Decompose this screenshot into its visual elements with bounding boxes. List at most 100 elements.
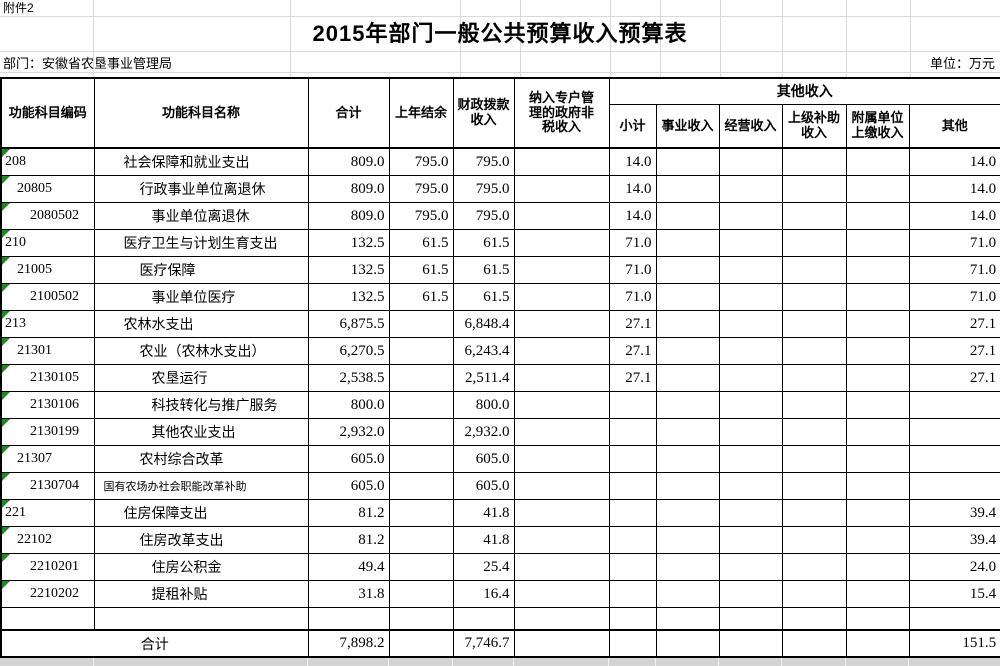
other-cell[interactable]: 39.4 [908, 499, 1000, 527]
header-prev-year[interactable]: 上年结余 [388, 77, 454, 149]
subtotal-cell[interactable] [608, 391, 657, 419]
prev-year-cell[interactable] [388, 445, 454, 473]
business-income-cell[interactable] [655, 445, 720, 473]
total-cell[interactable]: 132.5 [307, 256, 390, 284]
subtotal-cell[interactable] [608, 607, 657, 631]
fiscal-cell[interactable]: 2,932.0 [452, 418, 515, 446]
fiscal-cell[interactable]: 25.4 [452, 553, 515, 581]
subtotal-cell[interactable]: 27.1 [608, 310, 657, 338]
subtotal-cell[interactable] [608, 526, 657, 554]
fiscal-cell[interactable]: 61.5 [452, 256, 515, 284]
code-cell[interactable]: 213 [0, 310, 95, 338]
prev-year-cell[interactable] [388, 364, 454, 392]
total-cell[interactable]: 605.0 [307, 445, 390, 473]
other-cell[interactable]: 15.4 [908, 580, 1000, 608]
nontax-cell[interactable] [513, 283, 610, 311]
name-cell[interactable]: 事业单位离退休 [93, 202, 309, 230]
nontax-cell[interactable] [513, 580, 610, 608]
other-cell[interactable]: 71.0 [908, 256, 1000, 284]
name-cell[interactable]: 住房改革支出 [93, 526, 309, 554]
other-cell[interactable] [908, 391, 1000, 419]
other-cell[interactable]: 71.0 [908, 229, 1000, 257]
operating-income-cell[interactable] [718, 526, 783, 554]
subsidy-cell[interactable] [781, 472, 847, 500]
name-cell[interactable]: 住房公积金 [93, 553, 309, 581]
subsidy-cell[interactable] [781, 202, 847, 230]
affiliated-cell[interactable] [845, 445, 910, 473]
operating-income-cell[interactable] [718, 445, 783, 473]
affiliated-cell[interactable] [845, 629, 910, 658]
subtotal-cell[interactable]: 27.1 [608, 364, 657, 392]
name-cell[interactable]: 行政事业单位离退休 [93, 175, 309, 203]
code-cell[interactable] [0, 607, 95, 631]
subsidy-cell[interactable] [781, 364, 847, 392]
affiliated-cell[interactable] [845, 553, 910, 581]
fiscal-cell[interactable]: 16.4 [452, 580, 515, 608]
total-label-cell[interactable]: 合计 [0, 629, 309, 658]
total-cell[interactable]: 2,538.5 [307, 364, 390, 392]
operating-income-cell[interactable] [718, 629, 783, 658]
code-cell[interactable]: 21301 [0, 337, 95, 365]
affiliated-cell[interactable] [845, 526, 910, 554]
subsidy-cell[interactable] [781, 310, 847, 338]
subtotal-cell[interactable]: 14.0 [608, 175, 657, 203]
affiliated-cell[interactable] [845, 499, 910, 527]
prev-year-cell[interactable] [388, 553, 454, 581]
subsidy-cell[interactable] [781, 499, 847, 527]
header-superior-subsidy[interactable]: 上级补助 收入 [781, 104, 847, 149]
nontax-cell[interactable] [513, 472, 610, 500]
header-fiscal[interactable]: 财政拨款 收入 [452, 77, 515, 149]
subtotal-cell[interactable]: 71.0 [608, 283, 657, 311]
name-cell[interactable]: 医疗卫生与计划生育支出 [93, 229, 309, 257]
code-cell[interactable]: 2210202 [0, 580, 95, 608]
subtotal-cell[interactable]: 14.0 [608, 202, 657, 230]
nontax-cell[interactable] [513, 445, 610, 473]
other-cell[interactable]: 27.1 [908, 364, 1000, 392]
total-cell[interactable]: 81.2 [307, 526, 390, 554]
nontax-cell[interactable] [513, 229, 610, 257]
code-cell[interactable]: 2130105 [0, 364, 95, 392]
total-cell[interactable]: 132.5 [307, 229, 390, 257]
affiliated-cell[interactable] [845, 418, 910, 446]
code-cell[interactable]: 2130106 [0, 391, 95, 419]
operating-income-cell[interactable] [718, 499, 783, 527]
total-cell[interactable]: 809.0 [307, 202, 390, 230]
other-cell[interactable]: 14.0 [908, 202, 1000, 230]
fiscal-cell[interactable]: 41.8 [452, 499, 515, 527]
name-cell[interactable]: 住房保障支出 [93, 499, 309, 527]
name-cell[interactable]: 事业单位医疗 [93, 283, 309, 311]
affiliated-cell[interactable] [845, 283, 910, 311]
nontax-cell[interactable] [513, 418, 610, 446]
header-subtotal[interactable]: 小计 [608, 104, 657, 149]
code-cell[interactable]: 21005 [0, 256, 95, 284]
subsidy-cell[interactable] [781, 175, 847, 203]
prev-year-cell[interactable]: 61.5 [388, 229, 454, 257]
name-cell[interactable]: 农业（农林水支出） [93, 337, 309, 365]
code-cell[interactable]: 210 [0, 229, 95, 257]
total-cell[interactable]: 31.8 [307, 580, 390, 608]
business-income-cell[interactable] [655, 607, 720, 631]
fiscal-cell[interactable]: 61.5 [452, 229, 515, 257]
business-income-cell[interactable] [655, 256, 720, 284]
nontax-cell[interactable] [513, 364, 610, 392]
subsidy-cell[interactable] [781, 229, 847, 257]
nontax-cell[interactable] [513, 391, 610, 419]
fiscal-cell[interactable]: 795.0 [452, 147, 515, 176]
prev-year-cell[interactable]: 795.0 [388, 202, 454, 230]
affiliated-cell[interactable] [845, 256, 910, 284]
business-income-cell[interactable] [655, 310, 720, 338]
prev-year-cell[interactable]: 61.5 [388, 256, 454, 284]
nontax-cell[interactable] [513, 553, 610, 581]
business-income-cell[interactable] [655, 391, 720, 419]
affiliated-cell[interactable] [845, 229, 910, 257]
prev-year-cell[interactable] [388, 337, 454, 365]
operating-income-cell[interactable] [718, 580, 783, 608]
header-operating-income[interactable]: 经营收入 [718, 104, 783, 149]
code-cell[interactable]: 2130199 [0, 418, 95, 446]
operating-income-cell[interactable] [718, 283, 783, 311]
operating-income-cell[interactable] [718, 337, 783, 365]
nontax-cell[interactable] [513, 526, 610, 554]
other-cell[interactable] [908, 607, 1000, 631]
fiscal-cell[interactable]: 6,243.4 [452, 337, 515, 365]
subtotal-cell[interactable]: 27.1 [608, 337, 657, 365]
